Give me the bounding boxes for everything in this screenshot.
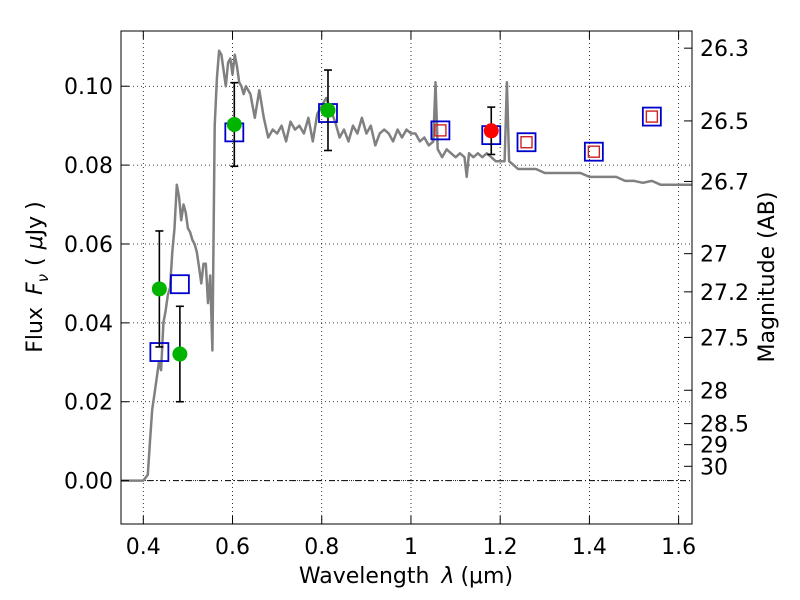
model-square-marker (641, 106, 662, 127)
x-tick-label: 0.8 (304, 535, 339, 560)
observed-point (483, 123, 499, 139)
y-tick-label: 0.10 (64, 75, 113, 100)
x-axis-title-lambda: λ (440, 564, 454, 589)
y-axis-title-f: F (23, 282, 48, 295)
x-tick-label: 0.6 (215, 535, 250, 560)
model-square-marker (430, 120, 451, 141)
x-tick-label: 0.4 (126, 535, 161, 560)
observed-point (172, 346, 188, 362)
mag-tick-label: 27 (700, 243, 728, 268)
y-tick-label: 0.00 (64, 470, 113, 495)
model-square-marker (583, 141, 604, 162)
y-tick-label: 0.08 (64, 154, 113, 179)
y-axis-title-open: ( (23, 257, 48, 266)
axis-layer: 0.4 0.6 0.8 1 1.2 1.4 1.6 0.00 0.02 0.04 0.06 0.08 0… (64, 31, 749, 560)
model-inner-square-marker (434, 124, 447, 137)
model-inner-square-marker (645, 110, 659, 123)
y-axis-title-mu: μ (23, 235, 48, 250)
y-axis-title: Flux Fν ( μJy) (23, 201, 52, 352)
model-square-marker (169, 274, 190, 295)
plot-layer (121, 49, 692, 482)
mag-tick-label: 26.3 (700, 37, 749, 62)
model-inner-square-marker (520, 136, 533, 149)
model-inner-square-marker (587, 145, 601, 158)
mag-tick-label: 30 (700, 455, 728, 480)
mag-tick-label: 27.5 (700, 326, 749, 351)
observed-point (226, 116, 242, 132)
y-tick-label: 0.06 (64, 233, 113, 258)
observed-point (320, 102, 336, 118)
mag-tick-label: 26.5 (700, 110, 749, 135)
plot-frame (120, 30, 693, 525)
model-square-marker (516, 132, 537, 153)
y-axis-title-close: ) (23, 201, 48, 210)
mag-tick-label: 28 (700, 379, 728, 404)
y2-axis-title: Magnitude (AB) (755, 192, 780, 363)
mag-tick-label: 27.2 (700, 281, 749, 306)
x-tick-label: 1.6 (661, 535, 696, 560)
x-tick-label: 1.4 (572, 535, 607, 560)
mag-tick-label: 29 (700, 434, 728, 459)
y-axis-title-flux: Flux (23, 307, 48, 353)
x-axis-title-main: Wavelength (299, 564, 430, 589)
x-axis-title: Wavelength λ (μm) (299, 564, 513, 589)
y-tick-label: 0.02 (64, 391, 113, 416)
y-tick-label: 0.04 (64, 312, 113, 337)
x-tick-label: 1.2 (483, 535, 518, 560)
y-axis-title-nu: ν (34, 274, 52, 282)
x-axis-title-unit: (μm) (460, 564, 513, 589)
mag-tick-label: 26.7 (700, 170, 749, 195)
x-tick-label: 1 (404, 535, 418, 560)
y-axis-title-jy: Jy (23, 216, 48, 238)
mag-tick-label: 28.5 (700, 413, 749, 438)
observed-point (151, 281, 167, 297)
